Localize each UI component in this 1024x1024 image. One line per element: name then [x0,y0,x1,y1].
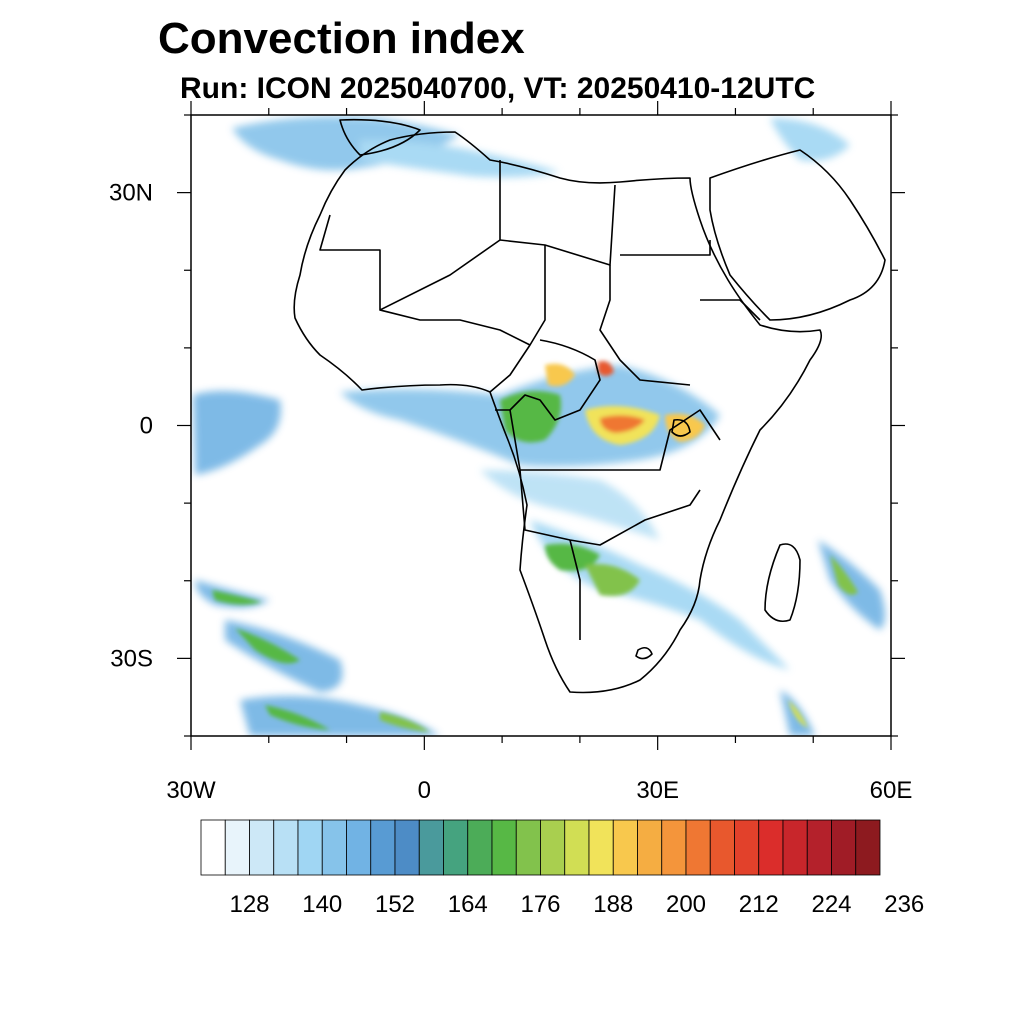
core-central-africa-hot [600,415,645,433]
colorbar-tick-label: 236 [884,891,924,918]
core-south-atlantic-1 [212,590,262,605]
core-south-atlantic-2 [235,628,300,664]
core-south-atlantic-4 [380,712,430,732]
core-namibia-botswana [585,564,640,596]
madagascar [764,543,801,623]
colorbar-tick-label: 200 [666,891,706,918]
lon-tick-label: 30W [166,777,216,804]
field-southern-band [530,520,790,670]
colorbar-tick-label: 212 [739,891,779,918]
colorbar-swatch [467,819,493,876]
core-south-atlantic-3 [265,705,330,730]
lon-tick-label: 30E [636,777,679,804]
map-title: Convection index [158,14,525,63]
colorbar-swatch [831,819,857,876]
field-congo-south [480,470,660,540]
colorbar-swatch [612,819,638,876]
colorbar-swatch [273,819,299,876]
colorbar-tick-label: 152 [375,891,415,918]
field-arabia-north [770,118,850,161]
field-south-atlantic-3 [240,696,440,736]
core-angola-zambia [545,543,600,571]
colorbar-swatch [758,819,784,876]
colorbar-swatch [855,819,881,876]
core-sw-indian [788,700,808,728]
colorbar-swatch [709,819,735,876]
border-10 [620,240,711,256]
iberia [339,118,421,156]
coastlines-and-borders [293,118,886,694]
lat-tick-label: 30S [110,645,153,672]
core-madagascar [830,555,858,595]
colorbar-tick-label: 188 [593,891,633,918]
core-sudan-south [598,361,614,376]
colorbar-swatch [394,819,420,876]
border-11 [700,299,761,321]
axis-ticks [177,101,905,750]
lon-tick-label: 0 [418,777,431,804]
colorbar-swatch [443,819,469,876]
colorbar-swatch [491,819,517,876]
border-5 [379,309,531,346]
colorbar-swatch [564,819,590,876]
colorbar-swatch [418,819,444,876]
core-cameroon-north [545,363,575,387]
convection-field [193,116,885,736]
colorbar-swatch [224,819,250,876]
lake-victoria [671,418,691,437]
colorbar-swatch [249,819,275,876]
field-morocco-band [360,140,560,178]
lesotho [635,646,653,660]
colorbar-tick-label: 140 [302,891,342,918]
colorbar-swatch [637,819,663,876]
colorbar-swatch [321,819,347,876]
border-1 [319,160,501,311]
colorbar-swatch [685,819,711,876]
border-3 [599,265,691,386]
axis-tick-labels: 30N 0 30S 30W 0 30E 60E [109,180,912,804]
colorbar-swatch [806,819,832,876]
run-subtitle: Run: ICON 2025040700, VT: 20250410-12UTC [180,72,816,105]
colorbar-swatch [588,819,614,876]
arabia [709,149,886,321]
border-2 [499,184,616,266]
colorbar-swatch [200,819,226,876]
border-6 [495,339,601,421]
colorbar-swatch [515,819,541,876]
border-4 [489,245,546,393]
colorbar-swatch [782,819,808,876]
colorbar-swatch [661,819,687,876]
colorbar-swatch [734,819,760,876]
colorbar-swatch [540,819,566,876]
colorbar-tick-label: 164 [448,891,488,918]
colorbar-swatch [297,819,323,876]
border-9 [569,539,581,640]
colorbar-tick-label: 224 [811,891,851,918]
colorbar-swatch [346,819,372,876]
colorbar-swatch [370,819,396,876]
colorbar-tick-label: 128 [229,891,269,918]
border-8 [519,469,701,546]
field-atlantic-west [193,391,281,475]
lat-tick-label: 0 [140,413,153,440]
africa-coastline [293,131,823,694]
lat-tick-label: 30N [109,180,153,207]
colorbar-tick-label: 176 [520,891,560,918]
colorbar: 128 140 152 164 176 188 200 212 224 236 [200,819,924,918]
lon-tick-label: 60E [870,777,913,804]
